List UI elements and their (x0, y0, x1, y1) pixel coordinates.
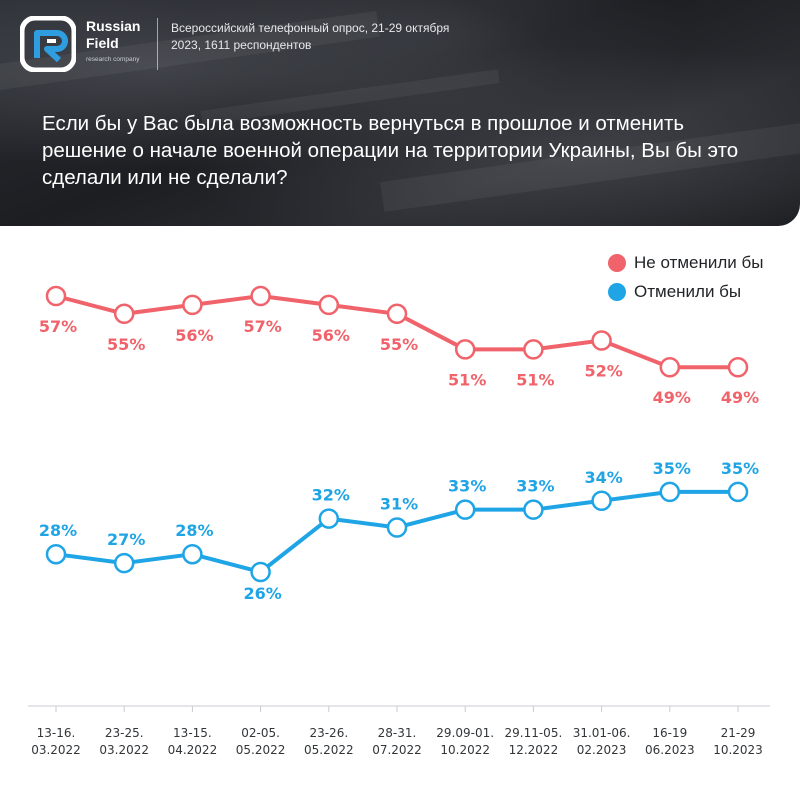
x-tick-label-line2-1: 03.2022 (99, 743, 149, 757)
series-1-data-label-8: 34% (584, 468, 622, 487)
series-1-point-5 (386, 517, 408, 538)
series-1-point-8 (591, 490, 612, 512)
legend-item-not-cancel: Не отменили бы (608, 252, 763, 273)
x-tick-label-line2-3: 05.2022 (236, 743, 286, 757)
series-0-data-label-8: 52% (584, 362, 622, 381)
series-0-data-label-0: 57% (39, 317, 77, 336)
series-0-data-label-7: 51% (516, 370, 554, 389)
series-1-point-3 (250, 561, 271, 583)
series-0-point-4 (318, 294, 340, 316)
series-1-data-label-6: 33% (448, 477, 486, 496)
legend-red-dot-icon (608, 253, 626, 272)
x-tick-label-line1-0: 13-16. (37, 726, 76, 740)
series-1-point-10 (727, 481, 749, 503)
survey-info: Всероссийский телефонный опрос, 21-29 ок… (171, 21, 450, 52)
header-banner: Russian Field research company Всероссий… (0, 0, 800, 226)
x-tick-label-line1-4: 23-26. (309, 726, 348, 740)
series-1-point-1 (113, 552, 135, 574)
series-1-data-label-2: 28% (175, 521, 213, 540)
brand-name-line1: Russian (86, 18, 141, 34)
x-tick-label-line1-6: 29.09-01. (436, 726, 494, 740)
question-title: Если бы у Вас была возможность вернуться… (42, 112, 739, 189)
series-0-point-2 (182, 294, 203, 316)
x-tick-label-line2-4: 05.2022 (304, 743, 354, 757)
series-1-data-label-10: 35% (721, 459, 759, 478)
series-0-data-label-6: 51% (448, 370, 486, 389)
series-0-point-9 (659, 356, 681, 378)
x-tick-label-line2-9: 06.2023 (645, 743, 695, 757)
series-1-data-label-7: 33% (516, 477, 554, 496)
series-0-point-3 (250, 285, 271, 307)
series-0-data-label-3: 57% (243, 317, 281, 336)
x-tick-label-line1-8: 31.01-06. (573, 726, 631, 740)
series-0-point-0 (45, 285, 67, 307)
x-tick-label-line1-3: 02-05. (241, 726, 280, 740)
legend-item-cancel: Отменили бы (608, 281, 763, 302)
legend-label-not-cancel: Не отменили бы (634, 252, 764, 272)
x-tick-label-line1-5: 28-31. (378, 726, 417, 740)
series-1-data-label-3: 26% (243, 584, 281, 603)
series-1-point-7 (523, 499, 544, 520)
russian-field-logo-icon (20, 16, 76, 72)
x-tick-label-line2-7: 12.2022 (509, 743, 559, 757)
brand-name-line2: Field (86, 35, 119, 51)
series-0-data-label-9: 49% (653, 388, 691, 407)
series-0-data-label-4: 56% (312, 326, 350, 345)
series-0-data-label-2: 56% (175, 326, 213, 345)
x-tick-label-line2-10: 10.2023 (713, 743, 763, 757)
series-0-data-label-1: 55% (107, 335, 145, 354)
series-0-data-label-10: 49% (721, 388, 759, 407)
x-tick-label-line1-7: 29.11-05. (505, 726, 563, 740)
series-1-data-label-5: 31% (380, 494, 418, 513)
legend-label-cancel: Отменили бы (634, 281, 742, 301)
legend-blue-dot-icon (608, 282, 626, 301)
brand-subtitle: research company (86, 56, 140, 63)
series-1-point-6 (454, 499, 476, 520)
x-tick-label-line2-2: 04.2022 (168, 743, 218, 757)
series-0-point-8 (591, 330, 612, 351)
series-1-point-2 (182, 543, 203, 565)
x-tick-label-line2-0: 03.2022 (31, 743, 81, 757)
series-1-point-9 (659, 481, 681, 503)
series-0-point-7 (523, 339, 544, 360)
series-0-point-10 (727, 356, 749, 378)
series-0-point-5 (386, 303, 408, 325)
series-0-data-label-5: 55% (380, 335, 418, 354)
x-tick-label-line1-10: 21-29 (721, 726, 756, 740)
x-tick-label-line1-2: 13-15. (173, 726, 212, 740)
series-0-point-1 (113, 303, 135, 325)
series-1-data-label-0: 28% (39, 521, 77, 540)
series-1-data-label-1: 27% (107, 530, 145, 549)
series-1-data-label-4: 32% (312, 486, 350, 505)
series-1-data-label-9: 35% (653, 459, 691, 478)
x-tick-label-line2-5: 07.2022 (372, 743, 422, 757)
chart-legend: Не отменили бы Отменили бы (608, 252, 763, 310)
series-1-point-4 (318, 508, 340, 529)
x-tick-label-line1-9: 16-19 (652, 726, 687, 740)
x-tick-label-line1-1: 23-25. (105, 726, 144, 740)
x-tick-label-line2-6: 10.2022 (440, 743, 490, 757)
brand-name: Russian Field (86, 18, 140, 52)
x-tick-label-line2-8: 02.2023 (577, 743, 627, 757)
series-0-point-6 (454, 339, 476, 360)
header-divider (157, 18, 158, 70)
series-1-point-0 (45, 543, 67, 565)
